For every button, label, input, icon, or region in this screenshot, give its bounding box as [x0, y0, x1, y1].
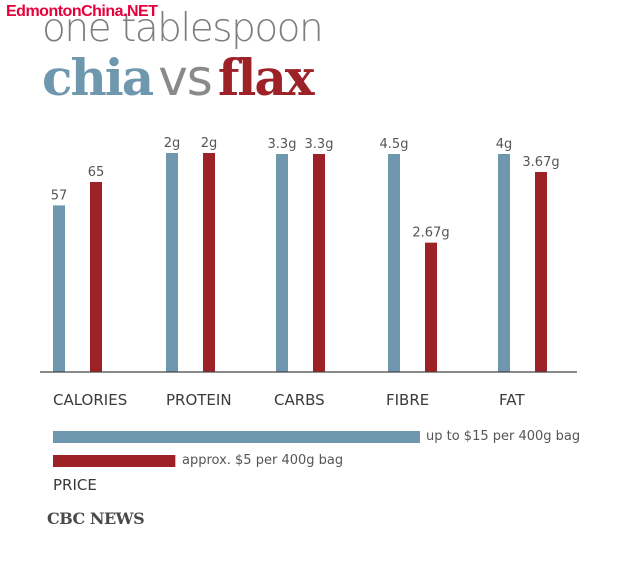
price-label: PRICE [53, 476, 97, 494]
category-label-protein: PROTEIN [166, 391, 232, 409]
value-label-flax-protein: 2g [201, 136, 218, 151]
bar-chia-fibre [388, 154, 400, 372]
bar-flax-protein [203, 153, 215, 372]
price-bar-flax [53, 455, 176, 467]
value-label-flax-calories: 65 [88, 165, 105, 180]
source-credit: CBC NEWS [47, 509, 145, 528]
value-label-flax-carbs: 3.3g [305, 137, 334, 152]
category-label-calories: CALORIES [53, 391, 127, 409]
value-label-chia-fibre: 4.5g [380, 137, 409, 152]
chart-subtitle: one tablespoon [42, 6, 324, 51]
bar-chia-calories [53, 205, 65, 372]
title-chia: chia [42, 48, 154, 107]
price-bar-chia [53, 431, 420, 443]
category-label-fibre: FIBRE [386, 391, 429, 409]
bar-chia-fat [498, 154, 510, 372]
bar-flax-fibre [425, 242, 437, 372]
bar-flax-carbs [313, 154, 325, 372]
title-flax: flax [217, 48, 315, 107]
bar-chia-protein [166, 153, 178, 372]
value-label-chia-protein: 2g [164, 136, 181, 151]
bar-chart: 57 65 2g 2g 3.3g 3.3g 4.5g 2.67g 4g 3.67g CALORIE… [40, 136, 577, 409]
category-label-fat: FAT [499, 391, 525, 409]
bar-chia-carbs [276, 154, 288, 372]
price-text-chia: up to $15 per 400g bag [426, 429, 581, 444]
bar-flax-calories [90, 182, 102, 372]
value-label-flax-fibre: 2.67g [412, 226, 449, 241]
value-label-flax-fat: 3.67g [522, 155, 559, 170]
chart-title: chia vs flax [42, 48, 315, 107]
category-label-carbs: CARBS [274, 391, 325, 409]
value-label-chia-carbs: 3.3g [268, 137, 297, 152]
title-vs: vs [158, 49, 213, 107]
value-label-chia-fat: 4g [496, 137, 513, 152]
value-label-chia-calories: 57 [51, 188, 68, 203]
price-text-flax: approx. $5 per 400g bag [182, 453, 344, 468]
category-labels: CALORIES PROTEIN CARBS FIBRE FAT [53, 391, 525, 409]
bars-group: 57 65 2g 2g 3.3g 3.3g 4.5g 2.67g 4g 3.67g [51, 136, 560, 372]
bar-flax-fat [535, 171, 547, 372]
watermark-text: EdmontonChina.NET [6, 3, 158, 20]
